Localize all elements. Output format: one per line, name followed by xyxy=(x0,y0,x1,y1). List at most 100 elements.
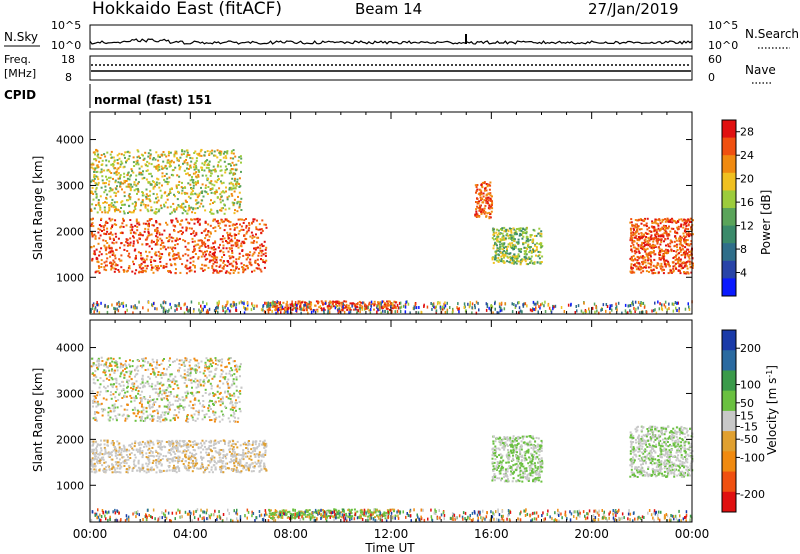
noise-cell xyxy=(631,301,633,305)
data-cell xyxy=(219,159,222,162)
data-cell xyxy=(162,241,165,244)
noise-cell xyxy=(494,302,496,306)
data-cell xyxy=(139,449,141,452)
data-cell xyxy=(148,444,151,447)
data-cell xyxy=(178,168,181,171)
data-cell xyxy=(481,186,484,189)
data-cell xyxy=(499,247,502,250)
data-cell xyxy=(690,240,693,243)
noise-cell xyxy=(409,311,411,315)
data-cell xyxy=(265,226,268,229)
data-cell xyxy=(155,167,158,170)
noise-cell xyxy=(232,300,234,304)
data-cell xyxy=(253,235,256,238)
data-cell xyxy=(297,300,300,303)
noise-cell xyxy=(567,303,570,307)
data-cell xyxy=(90,461,93,464)
data-cell xyxy=(153,185,156,188)
data-cell xyxy=(649,254,652,256)
noise-cell xyxy=(630,310,632,314)
data-cell xyxy=(248,466,251,469)
data-cell xyxy=(180,219,183,222)
data-cell xyxy=(476,205,479,208)
data-cell xyxy=(170,159,173,162)
data-cell xyxy=(135,254,137,257)
noise-cell xyxy=(272,300,274,304)
data-cell xyxy=(128,466,131,469)
data-cell xyxy=(204,445,206,448)
data-cell xyxy=(513,244,516,247)
data-cell xyxy=(136,365,139,368)
data-cell xyxy=(132,240,135,243)
data-cell xyxy=(120,266,123,269)
noise-cell xyxy=(532,307,534,311)
data-cell xyxy=(106,178,108,181)
data-cell xyxy=(169,270,171,273)
data-cell xyxy=(162,160,165,163)
data-cell xyxy=(178,442,181,445)
data-cell xyxy=(186,161,189,164)
data-cell xyxy=(165,395,168,398)
data-cell xyxy=(155,221,158,224)
noise-cell xyxy=(142,306,144,310)
data-cell xyxy=(640,266,643,269)
data-cell xyxy=(207,244,210,247)
data-cell xyxy=(119,165,122,168)
data-cell xyxy=(136,182,139,185)
noise-cell xyxy=(327,306,329,310)
data-cell xyxy=(640,228,643,231)
data-cell xyxy=(111,262,114,265)
data-cell xyxy=(474,184,477,187)
data-cell xyxy=(636,227,639,230)
data-cell xyxy=(93,462,96,465)
data-cell xyxy=(197,446,200,449)
data-cell xyxy=(308,305,311,308)
data-cell xyxy=(219,452,222,455)
data-cell xyxy=(120,201,123,204)
data-cell xyxy=(634,249,637,252)
data-cell xyxy=(154,183,157,185)
data-cell xyxy=(122,219,125,222)
data-cell xyxy=(206,163,209,166)
data-cell xyxy=(235,471,238,473)
data-cell xyxy=(668,225,670,228)
data-cell xyxy=(99,195,102,198)
data-cell xyxy=(538,257,541,260)
data-cell xyxy=(184,199,187,202)
noise-cell xyxy=(117,309,120,313)
data-cell xyxy=(205,264,208,267)
data-cell xyxy=(184,210,187,213)
data-cell xyxy=(127,171,130,174)
data-cell xyxy=(248,224,251,227)
data-cell xyxy=(533,250,536,253)
data-cell xyxy=(672,227,675,230)
colorbar-swatch xyxy=(722,208,736,227)
data-cell xyxy=(683,218,686,221)
nsky-label: N.Sky xyxy=(4,30,38,44)
data-cell xyxy=(494,242,497,245)
data-cell xyxy=(241,454,244,457)
data-cell xyxy=(210,444,213,447)
noise-cell xyxy=(676,301,679,305)
data-cell xyxy=(630,265,633,268)
data-cell xyxy=(166,183,169,186)
data-cell xyxy=(149,157,152,160)
data-cell xyxy=(208,448,211,450)
noise-cell xyxy=(94,307,96,311)
noise-cell xyxy=(464,309,467,313)
data-cell xyxy=(160,194,163,197)
data-cell xyxy=(498,259,501,262)
data-cell xyxy=(632,227,635,230)
data-cell xyxy=(662,234,665,237)
data-cell xyxy=(159,204,162,207)
data-cell xyxy=(255,228,258,231)
data-cell xyxy=(203,442,206,445)
noise-cell xyxy=(443,306,446,310)
noise-cell xyxy=(500,301,503,305)
data-cell xyxy=(633,224,636,227)
data-cell xyxy=(191,459,194,462)
noise-cell xyxy=(477,301,479,305)
data-cell xyxy=(100,168,103,171)
data-cell xyxy=(248,261,251,264)
data-cell xyxy=(510,230,513,233)
